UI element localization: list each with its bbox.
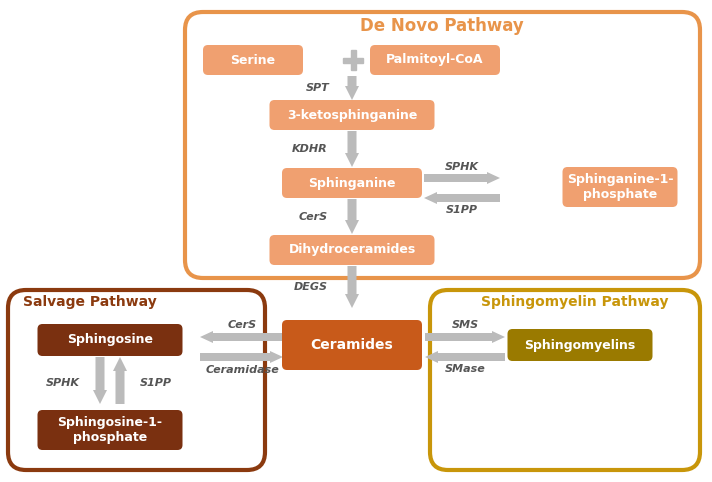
Text: Serine: Serine bbox=[231, 54, 276, 67]
FancyBboxPatch shape bbox=[562, 167, 678, 207]
Text: DEGS: DEGS bbox=[294, 282, 328, 292]
Text: SPHK: SPHK bbox=[46, 378, 80, 388]
Text: Ceramides: Ceramides bbox=[310, 338, 393, 352]
Polygon shape bbox=[200, 331, 283, 343]
Text: SPT: SPT bbox=[306, 83, 330, 93]
Text: Sphingosine-1-
phosphate: Sphingosine-1- phosphate bbox=[58, 416, 162, 444]
Text: SMase: SMase bbox=[444, 364, 486, 374]
Polygon shape bbox=[200, 351, 283, 363]
FancyBboxPatch shape bbox=[508, 329, 652, 361]
Bar bbox=[350, 50, 355, 70]
Polygon shape bbox=[113, 357, 127, 404]
Polygon shape bbox=[425, 351, 505, 363]
Text: Sphinganine-1-
phosphate: Sphinganine-1- phosphate bbox=[567, 173, 674, 201]
Text: Sphingosine: Sphingosine bbox=[67, 334, 153, 347]
Polygon shape bbox=[345, 266, 359, 308]
Text: CerS: CerS bbox=[299, 212, 328, 222]
Text: S1PP: S1PP bbox=[140, 378, 172, 388]
Polygon shape bbox=[345, 76, 359, 100]
Text: SPHK: SPHK bbox=[445, 162, 479, 172]
FancyBboxPatch shape bbox=[370, 45, 500, 75]
Text: De Novo Pathway: De Novo Pathway bbox=[360, 17, 524, 35]
FancyBboxPatch shape bbox=[203, 45, 303, 75]
Text: CerS: CerS bbox=[227, 320, 256, 330]
Polygon shape bbox=[345, 131, 359, 167]
Text: Sphingomyelin Pathway: Sphingomyelin Pathway bbox=[481, 295, 669, 309]
Text: Dihydroceramides: Dihydroceramides bbox=[288, 243, 416, 256]
Polygon shape bbox=[424, 192, 500, 204]
Text: Sphingomyelins: Sphingomyelins bbox=[524, 338, 636, 351]
Polygon shape bbox=[424, 172, 500, 184]
FancyBboxPatch shape bbox=[38, 410, 182, 450]
Bar bbox=[343, 57, 363, 63]
FancyBboxPatch shape bbox=[270, 100, 434, 130]
Text: Ceramidase: Ceramidase bbox=[205, 365, 279, 375]
Text: KDHR: KDHR bbox=[292, 144, 328, 154]
Polygon shape bbox=[425, 331, 505, 343]
FancyBboxPatch shape bbox=[282, 168, 422, 198]
Text: SMS: SMS bbox=[451, 320, 478, 330]
Polygon shape bbox=[345, 199, 359, 234]
Text: Salvage Pathway: Salvage Pathway bbox=[23, 295, 157, 309]
Text: Palmitoyl-CoA: Palmitoyl-CoA bbox=[386, 54, 483, 67]
FancyBboxPatch shape bbox=[282, 320, 422, 370]
Text: S1PP: S1PP bbox=[446, 205, 478, 215]
Text: 3-ketosphinganine: 3-ketosphinganine bbox=[287, 108, 417, 121]
FancyBboxPatch shape bbox=[270, 235, 434, 265]
Polygon shape bbox=[93, 357, 107, 404]
Text: Sphinganine: Sphinganine bbox=[308, 176, 396, 189]
FancyBboxPatch shape bbox=[38, 324, 182, 356]
